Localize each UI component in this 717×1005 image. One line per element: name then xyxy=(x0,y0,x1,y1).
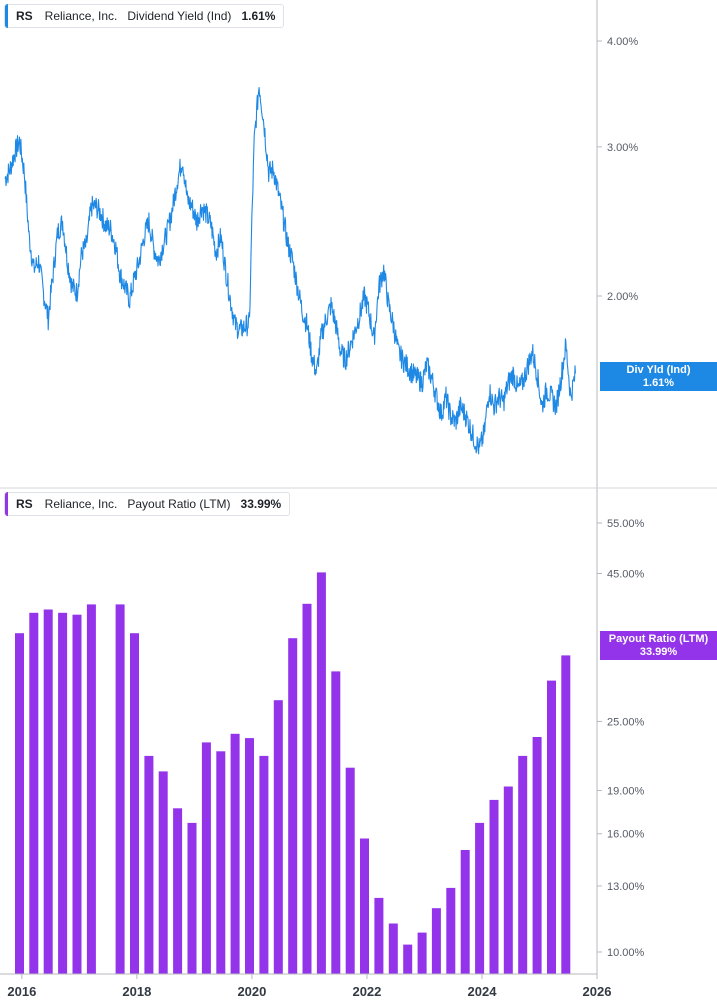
x-tick-label: 2018 xyxy=(122,984,151,999)
payout-ratio-panel xyxy=(15,572,571,974)
series-color-swatch xyxy=(5,4,8,28)
payout-bar xyxy=(245,738,254,974)
payout-bar xyxy=(58,612,68,974)
y-tick-label: 4.00% xyxy=(607,36,638,48)
legend-ticker: RS xyxy=(16,497,33,511)
payout-bar xyxy=(72,614,82,974)
payout-bar xyxy=(460,850,470,974)
payout-bar xyxy=(331,671,341,974)
dividend-yield-legend[interactable]: RS Reliance, Inc. Dividend Yield (Ind) 1… xyxy=(4,4,285,28)
payout-bar xyxy=(374,897,384,974)
y-tick-label: 55.00% xyxy=(607,518,645,530)
legend-company: Reliance, Inc. xyxy=(44,9,118,23)
legend-ticker: RS xyxy=(16,9,33,23)
y-tick-label: 25.00% xyxy=(607,716,645,728)
dividend-yield-line xyxy=(4,87,576,455)
payout-bar xyxy=(201,742,211,974)
payout-bar xyxy=(532,737,542,974)
payout-bar xyxy=(561,655,571,974)
series-color-swatch xyxy=(5,492,8,516)
legend-company: Reliance, Inc. xyxy=(44,497,118,511)
payout-bar xyxy=(475,822,485,974)
flag-label: Div Yld (Ind) xyxy=(626,363,691,376)
payout-ratio-value-flag: Payout Ratio (LTM) 33.99% xyxy=(600,631,717,660)
x-tick-label: 2026 xyxy=(583,984,612,999)
y-tick-label: 2.00% xyxy=(607,291,638,303)
payout-bar xyxy=(302,603,312,974)
dividend-yield-value-flag: Div Yld (Ind) 1.61% xyxy=(600,362,717,391)
payout-bar xyxy=(503,786,513,974)
x-tick-label: 2024 xyxy=(468,984,498,999)
flag-value: 33.99% xyxy=(639,645,678,658)
payout-bar xyxy=(273,700,283,974)
legend-metric: Dividend Yield (Ind) xyxy=(127,9,232,23)
payout-bar xyxy=(216,751,226,974)
legend-value: 33.99% xyxy=(240,497,282,511)
y-tick-label: 3.00% xyxy=(607,142,638,154)
payout-bar xyxy=(130,633,139,974)
payout-bar xyxy=(187,822,197,974)
y-tick-label: 19.00% xyxy=(607,785,645,797)
payout-ratio-legend[interactable]: RS Reliance, Inc. Payout Ratio (LTM) 33.… xyxy=(4,492,291,516)
payout-bar xyxy=(43,609,53,974)
payout-bar xyxy=(345,767,355,974)
payout-bar xyxy=(431,908,441,974)
x-tick-label: 2020 xyxy=(237,984,266,999)
payout-bar xyxy=(417,932,427,974)
dividend-yield-panel xyxy=(4,87,576,455)
legend-value: 1.61% xyxy=(241,9,276,23)
payout-bar xyxy=(144,755,154,974)
payout-bar xyxy=(518,755,528,974)
payout-bar xyxy=(259,755,269,974)
payout-bar xyxy=(15,633,24,974)
payout-bar xyxy=(489,799,499,974)
payout-bar xyxy=(288,638,298,974)
y-tick-label: 13.00% xyxy=(607,881,645,893)
payout-bar xyxy=(86,604,96,974)
payout-bar xyxy=(403,944,413,974)
payout-bar xyxy=(29,612,39,974)
payout-bar xyxy=(316,572,326,974)
payout-bar xyxy=(230,733,240,974)
flag-label: Payout Ratio (LTM) xyxy=(608,632,709,645)
payout-bar xyxy=(173,808,183,974)
y-tick-label: 16.00% xyxy=(607,829,645,841)
payout-bar xyxy=(547,680,556,974)
payout-bar xyxy=(388,923,398,974)
y-tick-label: 10.00% xyxy=(607,947,645,959)
legend-metric: Payout Ratio (LTM) xyxy=(127,497,231,511)
payout-bar xyxy=(115,604,125,974)
flag-value: 1.61% xyxy=(642,376,675,389)
payout-bar xyxy=(360,838,369,974)
payout-bar xyxy=(446,887,456,974)
payout-bar xyxy=(158,771,168,974)
x-tick-label: 2022 xyxy=(352,984,381,999)
x-tick-label: 2016 xyxy=(7,984,36,999)
y-tick-label: 45.00% xyxy=(607,568,645,580)
